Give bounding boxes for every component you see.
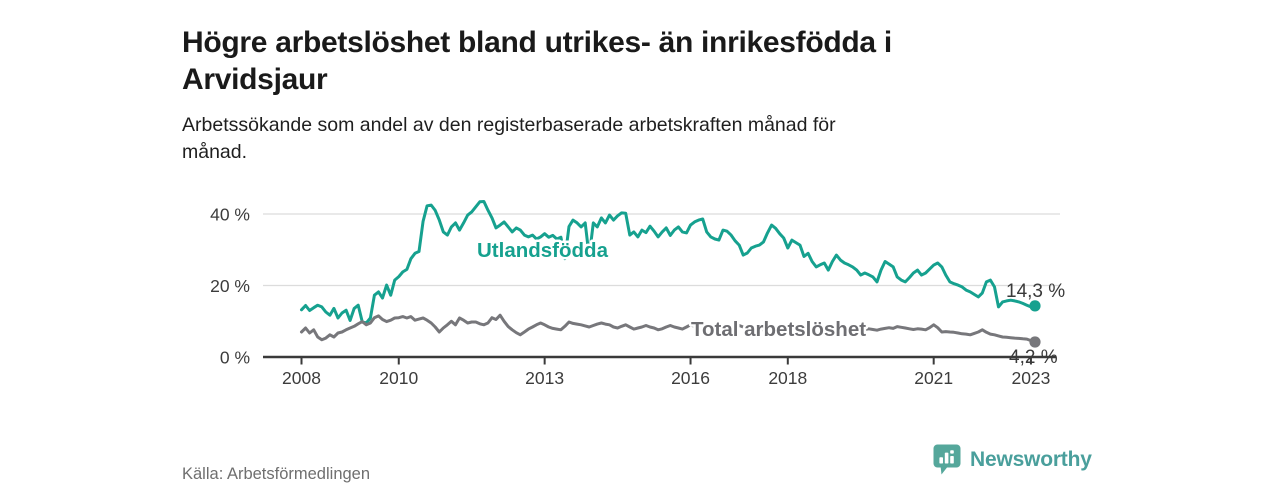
y-axis-label-0: 0 % bbox=[220, 348, 250, 368]
newsworthy-wordmark: Newsworthy bbox=[970, 447, 1092, 471]
newsworthy-logo: Newsworthy bbox=[933, 444, 1092, 475]
page-title: Högre arbetslöshet bland utrikes- än inr… bbox=[182, 26, 892, 97]
source-note: Källa: Arbetsförmedlingen bbox=[182, 464, 371, 483]
foreign-born-end-dot bbox=[1029, 300, 1041, 312]
total-unemployment-line bbox=[300, 313, 1037, 344]
logo-bars bbox=[939, 450, 954, 464]
series-label-utlandsfodda: Utlandsfödda bbox=[477, 239, 609, 262]
x-axis-label-2010: 2010 bbox=[379, 368, 418, 388]
chart-subtitle: Arbetssökande som andel av den registerb… bbox=[182, 113, 836, 163]
end-value-label-total: 4,2 % bbox=[1009, 347, 1058, 368]
foreign-born-line bbox=[300, 200, 1037, 325]
y-axis-label-20: 20 % bbox=[210, 276, 250, 296]
series-label-total-arbetsloshet: Total arbetslöshet bbox=[691, 318, 866, 341]
x-axis-label-2013: 2013 bbox=[525, 368, 564, 388]
x-axis-label-2023: 2023 bbox=[1011, 368, 1050, 388]
y-axis-label-40: 40 % bbox=[210, 205, 250, 225]
newsworthy-bubble-chart-icon bbox=[933, 444, 961, 475]
x-axis-label-2008: 2008 bbox=[282, 368, 321, 388]
x-axis-label-2021: 2021 bbox=[914, 368, 953, 388]
end-value-label-utlandsfodda: 14,3 % bbox=[1006, 281, 1065, 302]
total-end-dot bbox=[1029, 336, 1041, 348]
x-axis-label-2016: 2016 bbox=[671, 368, 710, 388]
x-axis-label-2018: 2018 bbox=[768, 368, 807, 388]
